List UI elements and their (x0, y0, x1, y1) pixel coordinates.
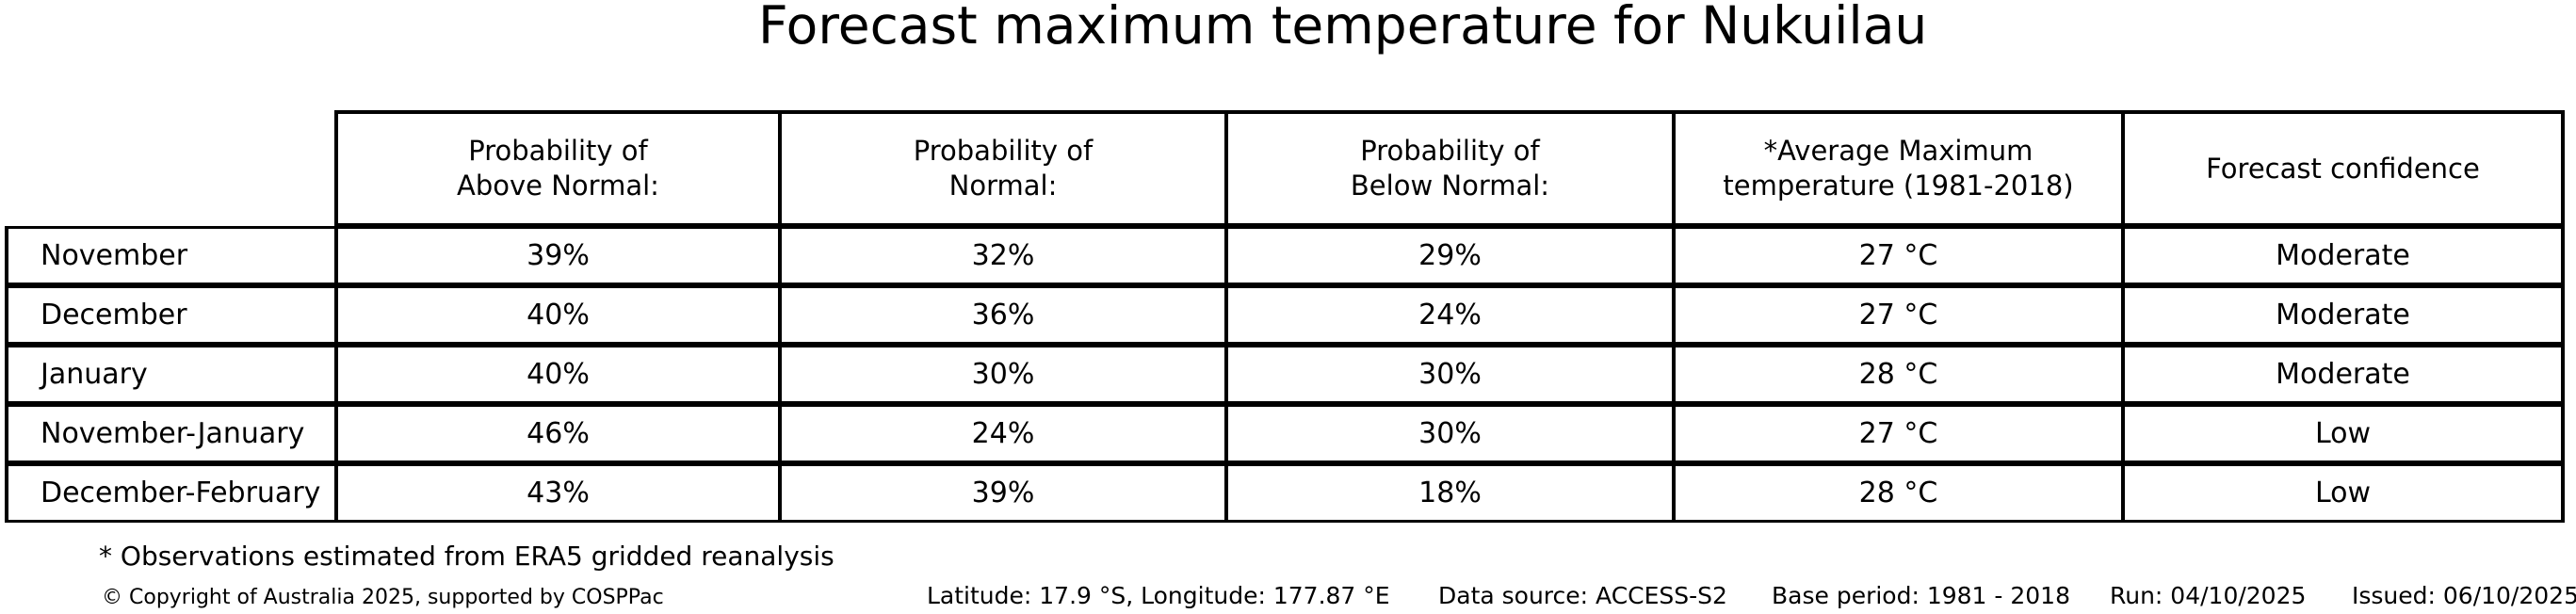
cell-confidence: Low (2121, 404, 2565, 463)
run-date-text: Run: 04/10/2025 (2110, 582, 2307, 609)
row-label: November-January (5, 404, 334, 463)
header-line: *Average Maximum (1763, 135, 2033, 167)
header-cell-normal: Probability of Normal: (778, 110, 1224, 226)
table-row-november: November 39% 32% 29% 27 °C Moderate (5, 226, 2565, 285)
cell-below-normal: 18% (1224, 463, 1672, 523)
cell-normal: 32% (778, 226, 1224, 285)
header-line: Probability of (913, 135, 1094, 167)
table-row-january: January 40% 30% 30% 28 °C Moderate (5, 345, 2565, 404)
header-cell-below-normal: Probability of Below Normal: (1224, 110, 1672, 226)
header-cell-forecast-confidence: Forecast confidence (2121, 110, 2565, 226)
cell-above-normal: 40% (334, 345, 778, 404)
header-line: Below Normal: (1350, 170, 1550, 202)
header-line: Probability of (468, 135, 648, 167)
data-source-text: Data source: ACCESS-S2 (1438, 582, 1727, 609)
table-row-november-january: November-January 46% 24% 30% 27 °C Low (5, 404, 2565, 463)
cell-confidence: Moderate (2121, 226, 2565, 285)
header-cell-blank (5, 110, 334, 226)
page-title: Forecast maximum temperature for Nukuila… (758, 0, 1928, 56)
cell-normal: 24% (778, 404, 1224, 463)
header-cell-average-max-temp: *Average Maximum temperature (1981-2018) (1672, 110, 2121, 226)
row-label: November (5, 226, 334, 285)
header-line: Normal: (948, 170, 1058, 202)
cell-confidence: Moderate (2121, 285, 2565, 345)
table-row-december: December 40% 36% 24% 27 °C Moderate (5, 285, 2565, 345)
header-line: Above Normal: (457, 170, 659, 202)
cell-below-normal: 24% (1224, 285, 1672, 345)
cell-confidence: Moderate (2121, 345, 2565, 404)
cell-normal: 36% (778, 285, 1224, 345)
cell-above-normal: 39% (334, 226, 778, 285)
cell-below-normal: 30% (1224, 345, 1672, 404)
era5-footnote: * Observations estimated from ERA5 gridd… (99, 541, 834, 572)
forecast-table: Probability of Above Normal: Probability… (5, 110, 2565, 523)
header-line: Probability of (1360, 135, 1540, 167)
location-text: Latitude: 17.9 °S, Longitude: 177.87 °E (927, 582, 1390, 609)
table-row-december-february: December-February 43% 39% 18% 28 °C Low (5, 463, 2565, 523)
header-line: temperature (1981-2018) (1723, 170, 2074, 202)
header-line: Forecast confidence (2206, 152, 2480, 185)
header-cell-above-normal: Probability of Above Normal: (334, 110, 778, 226)
cell-below-normal: 29% (1224, 226, 1672, 285)
cell-above-normal: 43% (334, 463, 778, 523)
cell-average-max-temp: 27 °C (1672, 404, 2121, 463)
cell-normal: 39% (778, 463, 1224, 523)
cell-above-normal: 46% (334, 404, 778, 463)
copyright-text: © Copyright of Australia 2025, supported… (102, 586, 664, 609)
cell-average-max-temp: 28 °C (1672, 463, 2121, 523)
cell-normal: 30% (778, 345, 1224, 404)
cell-above-normal: 40% (334, 285, 778, 345)
table-header-row: Probability of Above Normal: Probability… (5, 110, 2565, 226)
row-label: December (5, 285, 334, 345)
cell-average-max-temp: 27 °C (1672, 285, 2121, 345)
base-period-text: Base period: 1981 - 2018 (1772, 582, 2070, 609)
cell-average-max-temp: 27 °C (1672, 226, 2121, 285)
row-label: January (5, 345, 334, 404)
cell-confidence: Low (2121, 463, 2565, 523)
cell-average-max-temp: 28 °C (1672, 345, 2121, 404)
row-label: December-February (5, 463, 334, 523)
cell-below-normal: 30% (1224, 404, 1672, 463)
issued-date-text: Issued: 06/10/2025 (2352, 582, 2576, 609)
